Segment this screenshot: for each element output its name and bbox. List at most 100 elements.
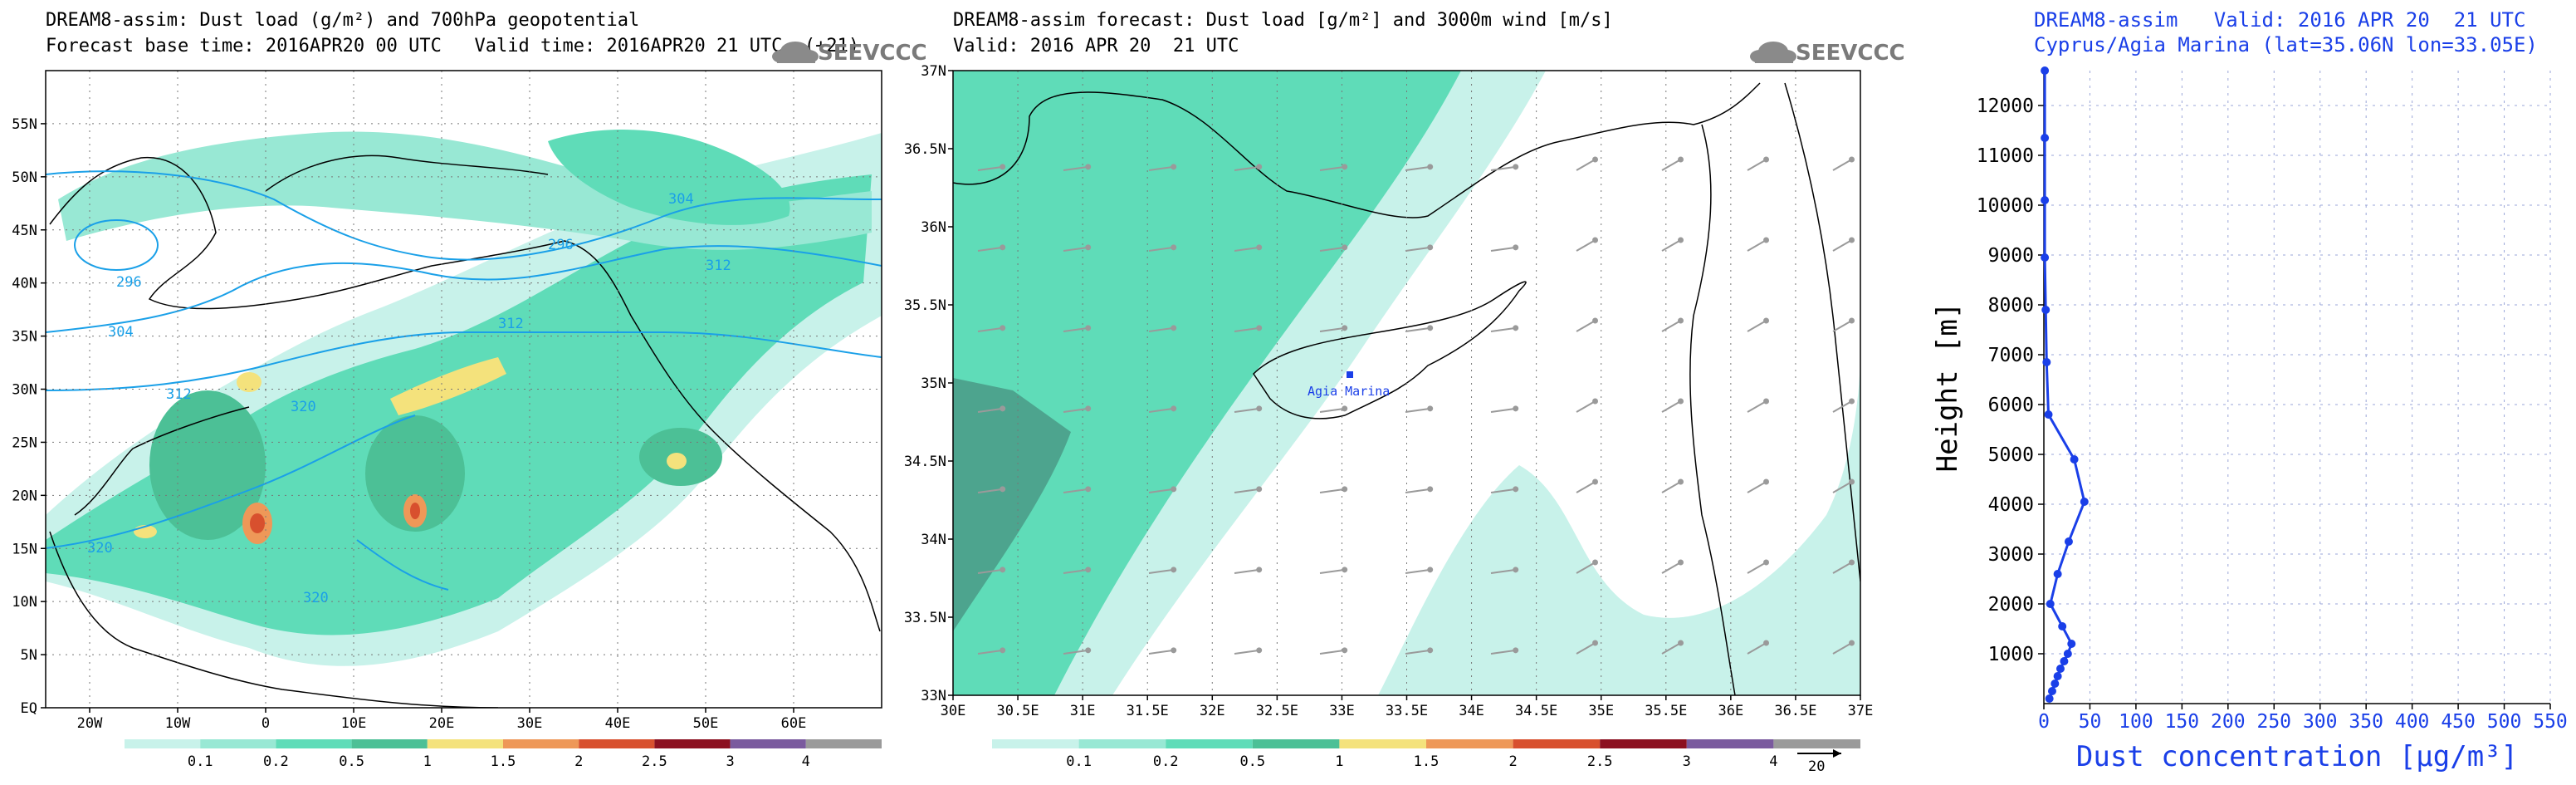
wind-vector-head (1513, 405, 1519, 412)
x-tick-label: 33.5E (1386, 703, 1428, 719)
wind-vector-arrow (977, 649, 1003, 655)
x-tick-label: 10E (341, 715, 367, 732)
wind-vector-arrow (1148, 407, 1174, 413)
wind-vector-arrow (1405, 326, 1430, 332)
colorbar-label: 4 (802, 753, 810, 770)
wind-vector-arrow (1063, 326, 1088, 332)
y-tick-label: 40N (12, 276, 37, 292)
wind-vector-arrow (1063, 649, 1088, 655)
profile-point (2053, 672, 2062, 680)
wind-vector-head (1085, 164, 1092, 170)
contour-label: 304 (108, 324, 134, 341)
y-tick-label: 7000 (1988, 345, 2034, 366)
wind-vector-arrow (1063, 165, 1088, 171)
y-tick-label: 36N (921, 219, 946, 236)
profile-point (2064, 537, 2073, 546)
x-tick-label: 34.5E (1515, 703, 1557, 719)
y-tick-label: 5000 (1988, 444, 2034, 466)
y-tick-label: 10000 (1977, 195, 2034, 217)
dust-band-mid (953, 71, 1461, 695)
panel1-map: 296 296 304 304 312 312 312 320 320 320 (46, 71, 882, 708)
profile-point (2041, 134, 2050, 142)
colorbar-swatch (992, 739, 1079, 748)
wind-reference-arrow-icon (1797, 749, 1841, 758)
panel2-map: Agia Marina (953, 71, 1860, 734)
x-tick-label: 30E (517, 715, 543, 732)
wind-vector-arrow (977, 326, 1003, 332)
wind-vector-head (1085, 486, 1092, 493)
y-tick-label: 6000 (1988, 395, 2034, 416)
colorbar-label: 0.5 (339, 753, 364, 770)
colorbar-label: 2 (1508, 753, 1517, 770)
wind-vector-head (1171, 729, 1176, 733)
wind-vector-arrow (1832, 239, 1853, 252)
station-label: Agia Marina (1308, 384, 1390, 399)
wind-vector-arrow (1320, 731, 1345, 734)
x-tick-label: 300 (2303, 711, 2338, 733)
wind-vector-head (1342, 729, 1347, 733)
wind-vector-head (1427, 244, 1434, 251)
wind-vector-arrow (1319, 165, 1345, 171)
wind-vector-head (1763, 156, 1770, 163)
wind-vector-head (1000, 486, 1006, 493)
x-tick-label: 32.5E (1256, 703, 1298, 719)
y-tick-label: 9000 (1988, 245, 2034, 267)
profile-point (2063, 650, 2072, 658)
wind-vector-head (1428, 729, 1432, 733)
wind-vector-arrow (1576, 239, 1596, 252)
colorbar-label: 2.5 (1587, 753, 1613, 770)
wind-vector-arrow (1490, 326, 1516, 332)
wind-vector-arrow (1063, 488, 1088, 493)
station-marker-icon (1347, 371, 1353, 378)
dust-north-band (58, 131, 872, 250)
wind-vector-arrow (1661, 642, 1682, 655)
contour-label: 312 (498, 316, 524, 332)
wind-vector-head (1256, 405, 1263, 412)
wind-vector-head (1849, 640, 1855, 646)
x-tick-label: 450 (2441, 711, 2476, 733)
wind-vector-head (1085, 325, 1092, 331)
panel1-title-line1: DREAM8-assim: Dust load (g/m²) and 700hP… (46, 10, 640, 31)
wind-vector-arrow (1319, 649, 1345, 655)
profile-point (2045, 694, 2054, 703)
profile-subtitle: Cyprus/Agia Marina (lat=35.06N lon=33.05… (2034, 33, 2538, 56)
wind-vector-head (1086, 729, 1090, 733)
wind-vector-head (1256, 164, 1263, 170)
wind-vector-arrow (1234, 246, 1259, 252)
profile-point (2044, 410, 2053, 419)
contour-label: 296 (548, 237, 574, 253)
y-axis-title: Height [m] (1931, 302, 1964, 473)
wind-vector-arrow (1491, 731, 1516, 734)
wind-vector-arrow (1149, 731, 1174, 734)
wind-vector-head (1256, 647, 1263, 654)
wind-vector-arrow (1747, 320, 1767, 332)
wind-vector-head (1171, 244, 1177, 251)
wind-vector-head (1000, 325, 1006, 331)
colorbar-swatch (1252, 739, 1340, 748)
y-tick-label: 10N (12, 594, 37, 611)
contour-label: 320 (291, 399, 316, 415)
wind-vector-head (1085, 567, 1092, 573)
colorbar-swatch (1166, 739, 1253, 748)
panel1-cloud-logo-icon (772, 42, 819, 63)
wind-vector-head (1342, 164, 1348, 170)
x-tick-label: 0 (262, 715, 270, 732)
wind-vector-arrow (1319, 407, 1345, 413)
x-tick-label: 250 (2256, 711, 2291, 733)
y-tick-label: 11000 (1977, 145, 2034, 167)
wind-vector-head (1592, 317, 1599, 324)
wind-vector-arrow (1063, 568, 1088, 574)
wind-vector-arrow (1747, 400, 1767, 413)
panel2-colorbar: 0.1 0.2 0.5 1 1.5 2 2.5 3 4 (992, 739, 1860, 770)
profile-point (2080, 498, 2089, 506)
panel1-title-line2: Forecast base time: 2016APR20 00 UTC Val… (46, 36, 860, 56)
wind-vector-arrow (1662, 724, 1681, 734)
wind-vector-arrow (1234, 165, 1259, 171)
wind-vector-head (1000, 729, 1004, 733)
contour-label: 312 (706, 258, 731, 274)
colorbar-label: 0.2 (263, 753, 289, 770)
wind-vectors (977, 156, 1855, 734)
wind-vector-arrow (1405, 731, 1430, 734)
x-tick-label: 60E (781, 715, 807, 732)
colorbar-swatch (654, 739, 731, 748)
